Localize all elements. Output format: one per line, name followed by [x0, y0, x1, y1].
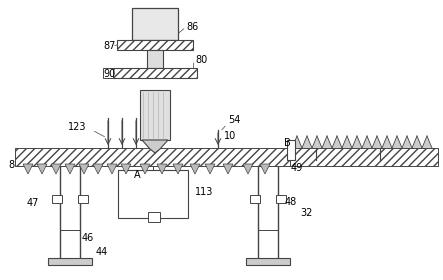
- Polygon shape: [173, 164, 183, 174]
- Polygon shape: [362, 136, 372, 148]
- Text: 87: 87: [103, 41, 115, 51]
- Polygon shape: [392, 136, 402, 148]
- Polygon shape: [190, 164, 200, 174]
- Polygon shape: [107, 164, 117, 174]
- Bar: [78, 195, 88, 203]
- Polygon shape: [37, 164, 47, 174]
- Text: 10: 10: [224, 131, 236, 141]
- Polygon shape: [223, 164, 233, 174]
- Polygon shape: [157, 164, 167, 174]
- Polygon shape: [140, 164, 150, 174]
- Bar: [52, 195, 62, 203]
- Bar: [48, 258, 92, 265]
- Polygon shape: [302, 136, 312, 148]
- Text: 47: 47: [27, 198, 39, 208]
- Polygon shape: [372, 136, 382, 148]
- Text: 54: 54: [228, 115, 241, 125]
- Polygon shape: [312, 136, 322, 148]
- Bar: [287, 140, 295, 160]
- Text: 49: 49: [291, 163, 303, 173]
- Polygon shape: [79, 164, 89, 174]
- Text: 113: 113: [195, 187, 214, 197]
- Polygon shape: [260, 164, 270, 174]
- Text: B: B: [284, 138, 291, 148]
- Polygon shape: [142, 140, 168, 153]
- Polygon shape: [322, 136, 332, 148]
- Text: 80: 80: [195, 55, 207, 65]
- Bar: [140, 90, 170, 140]
- Bar: [118, 170, 188, 218]
- Text: 44: 44: [96, 247, 108, 257]
- Polygon shape: [121, 164, 131, 174]
- Bar: [276, 195, 286, 203]
- Bar: [246, 258, 290, 265]
- Bar: [113, 68, 197, 78]
- Polygon shape: [292, 136, 302, 148]
- Polygon shape: [332, 136, 342, 148]
- Polygon shape: [382, 136, 392, 148]
- Bar: [148, 212, 160, 222]
- Polygon shape: [412, 136, 422, 148]
- Polygon shape: [422, 136, 432, 148]
- Text: 48: 48: [285, 197, 297, 207]
- Text: 123: 123: [68, 122, 86, 132]
- Bar: [117, 40, 193, 50]
- Polygon shape: [23, 164, 33, 174]
- Polygon shape: [205, 164, 215, 174]
- Text: 46: 46: [82, 233, 94, 243]
- Polygon shape: [243, 164, 253, 174]
- Polygon shape: [65, 164, 75, 174]
- Text: 86: 86: [186, 22, 198, 32]
- Bar: [15, 148, 290, 166]
- Polygon shape: [402, 136, 412, 148]
- Text: 8: 8: [8, 160, 14, 170]
- Bar: [147, 50, 163, 68]
- Polygon shape: [51, 164, 61, 174]
- Bar: [103, 68, 113, 78]
- Polygon shape: [342, 136, 352, 148]
- Polygon shape: [352, 136, 362, 148]
- Text: A: A: [134, 170, 140, 180]
- Polygon shape: [93, 164, 103, 174]
- Text: 90: 90: [103, 69, 115, 79]
- Bar: [290, 148, 438, 166]
- Text: 32: 32: [300, 208, 312, 218]
- Bar: [132, 8, 178, 40]
- Bar: [250, 195, 260, 203]
